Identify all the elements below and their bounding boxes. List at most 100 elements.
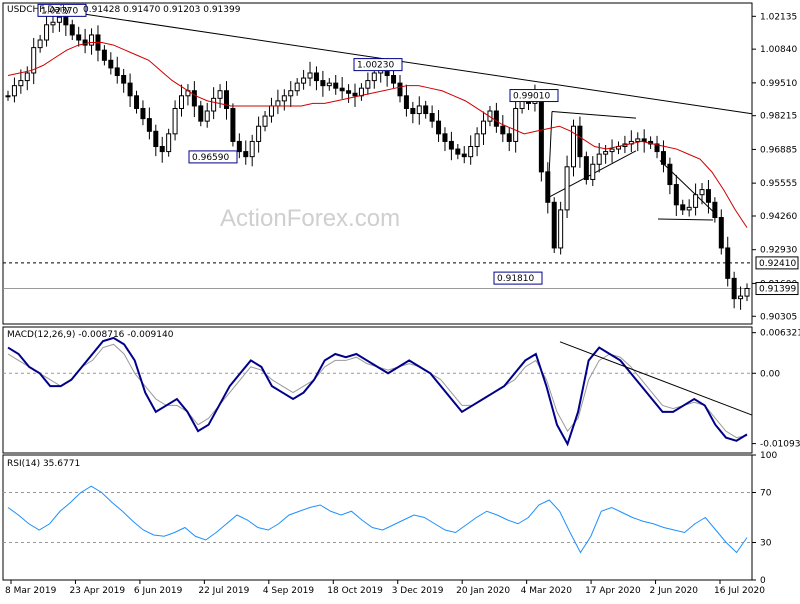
candle-body: [641, 138, 647, 142]
price-box: [755, 256, 799, 270]
candle-body: [493, 110, 499, 127]
trendline: [67, 11, 753, 115]
candle-body: [172, 107, 178, 135]
price-annotation-label: 0.96590: [192, 153, 229, 163]
candle-body: [699, 189, 705, 196]
price-y-tick-label: 0.98215: [760, 112, 797, 122]
candle-body: [24, 72, 30, 82]
candle-body: [89, 34, 95, 46]
candle-body: [230, 107, 236, 142]
candle-body: [268, 105, 274, 117]
candle-body: [423, 105, 429, 115]
candle-body: [481, 120, 487, 135]
candle-body: [635, 138, 641, 142]
price-annotation-label: 0.99010: [513, 92, 550, 102]
candle-body: [558, 209, 564, 249]
candle-body: [159, 146, 165, 153]
price-annotation-label: 1.00230: [357, 61, 394, 71]
price-box-label: 0.91399: [759, 285, 796, 295]
candle-body: [249, 140, 255, 158]
price-y-tick-label: 0.94260: [760, 212, 797, 222]
price-y-tick-label: 0.95555: [760, 179, 797, 189]
candle-body: [179, 95, 185, 109]
candle-body: [551, 201, 557, 249]
candle-body: [346, 90, 352, 94]
candle-body: [744, 288, 750, 297]
price-y-tick-label: 1.00840: [760, 45, 797, 55]
x-tick-label: 6 Jun 2019: [134, 586, 183, 596]
candle-body: [275, 100, 281, 107]
price-annotation-box: [509, 89, 559, 103]
candle-body: [243, 151, 249, 158]
candle-body: [712, 201, 718, 219]
rsi-y-tick-label: 70: [760, 489, 772, 499]
candle-body: [82, 39, 88, 46]
price-box-label: 0.92410: [759, 259, 796, 269]
candle-body: [281, 95, 287, 102]
candle-body: [718, 217, 724, 249]
candle-body: [461, 153, 467, 158]
x-tick-label: 4 Mar 2020: [521, 586, 573, 596]
candle-body: [500, 125, 506, 135]
candle-body: [63, 16, 69, 26]
candle-body: [570, 125, 576, 168]
rsi-panel-frame: [2, 454, 753, 581]
candle-body: [564, 166, 570, 211]
candle-body: [11, 85, 17, 97]
x-tick-label: 3 Dec 2019: [392, 586, 444, 596]
x-tick-label: 23 Apr 2019: [69, 586, 125, 596]
candle-body: [429, 113, 435, 122]
candle-body: [313, 72, 319, 82]
candle-body: [577, 125, 583, 158]
price-chart-title: USDCHF,Daily: [7, 5, 71, 15]
candle-body: [146, 118, 152, 132]
candle-body: [403, 95, 409, 109]
candle-body: [397, 82, 403, 97]
candle-body: [76, 34, 82, 41]
candle-body: [474, 133, 480, 148]
price-y-tick-label: 0.96885: [760, 145, 797, 155]
candle-body: [609, 148, 615, 153]
macd-title: MACD(12,26,9) -0.008716 -0.009140: [7, 330, 174, 340]
x-tick-label: 2 Jun 2020: [650, 586, 699, 596]
candle-body: [140, 107, 146, 120]
x-tick-label: 16 Jul 2020: [714, 586, 765, 596]
price-y-tick-label: 0.90305: [760, 312, 797, 322]
x-tick-label: 18 Oct 2019: [327, 586, 383, 596]
candle-body: [667, 163, 673, 186]
candle-body: [654, 143, 660, 153]
macd-y-tick-label: 0.00: [760, 369, 780, 379]
candle-body: [731, 277, 737, 300]
macd-y-tick-label: -0.010939: [760, 440, 800, 450]
candle-body: [166, 133, 172, 153]
candle-body: [436, 120, 442, 135]
price-box: [755, 282, 799, 296]
candle-body: [365, 80, 371, 89]
candle-body: [680, 204, 686, 211]
candle-body: [506, 133, 512, 142]
x-tick-label: 8 Mar 2019: [5, 586, 57, 596]
rsi-y-tick-label: 0: [760, 576, 766, 586]
candle-body: [114, 67, 120, 77]
price-annotation-box: [188, 150, 238, 164]
candle-body: [725, 247, 731, 279]
candle-body: [134, 95, 140, 109]
candle-body: [191, 90, 197, 107]
candle-body: [391, 75, 397, 84]
rsi-y-tick-label: 100: [760, 451, 777, 461]
candle-body: [223, 90, 229, 109]
price-annotation-label: 0.91810: [497, 274, 534, 284]
candle-body: [204, 110, 210, 122]
rsi-title: RSI(14) 35.6771: [7, 459, 80, 469]
candle-body: [31, 47, 37, 74]
price-panel-frame: [2, 2, 753, 325]
candle-body: [371, 72, 377, 82]
candle-body: [590, 163, 596, 180]
candle-body: [455, 148, 461, 155]
rsi-line: [7, 485, 748, 554]
macd-trendline: [559, 341, 753, 416]
x-tick-label: 22 Jul 2019: [198, 586, 249, 596]
candle-body: [301, 77, 307, 84]
